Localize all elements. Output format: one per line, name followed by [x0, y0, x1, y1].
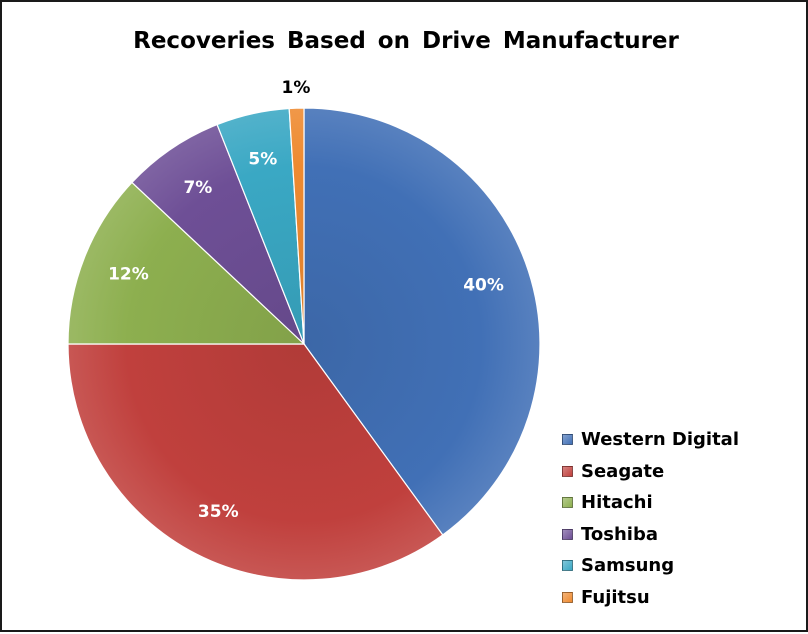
slice-label-fujitsu: 1%	[282, 78, 311, 98]
legend-label: Western Digital	[581, 429, 739, 451]
legend-swatch	[562, 528, 573, 540]
legend-label: Fujitsu	[581, 586, 650, 608]
slice-label-samsung: 5%	[248, 150, 277, 170]
legend-item-toshiba: Toshiba	[562, 519, 739, 551]
legend-item-western-digital: Western Digital	[562, 424, 739, 456]
pie-slice-fujitsu	[288, 107, 305, 345]
chart-title: Recoveries Based on Drive Manufacturer	[133, 28, 679, 54]
slice-label-hitachi: 12%	[108, 264, 149, 284]
legend-item-seagate: Seagate	[562, 456, 739, 488]
legend-label: Toshiba	[581, 523, 658, 545]
legend-item-hitachi: Hitachi	[562, 487, 739, 519]
legend-swatch	[562, 560, 573, 572]
legend-swatch	[562, 591, 573, 603]
legend-label: Hitachi	[581, 492, 653, 514]
legend-item-fujitsu: Fujitsu	[562, 582, 739, 614]
legend-swatch	[562, 465, 573, 477]
slice-label-seagate: 35%	[198, 502, 239, 522]
legend-item-samsung: Samsung	[562, 550, 739, 582]
slice-label-western-digital: 40%	[463, 276, 504, 296]
pie-slice-toshiba	[131, 123, 305, 345]
legend-swatch	[562, 497, 573, 509]
pie-slice-seagate	[67, 343, 444, 581]
pie-slice-hitachi	[67, 181, 306, 345]
slice-label-toshiba: 7%	[183, 178, 212, 198]
legend-swatch	[562, 434, 573, 446]
legend-label: Seagate	[581, 460, 665, 482]
legend-label: Samsung	[581, 555, 675, 577]
pie-slice-western-digital	[303, 107, 541, 536]
legend: Western Digital Seagate Hitachi Toshiba Sams…	[562, 424, 739, 613]
